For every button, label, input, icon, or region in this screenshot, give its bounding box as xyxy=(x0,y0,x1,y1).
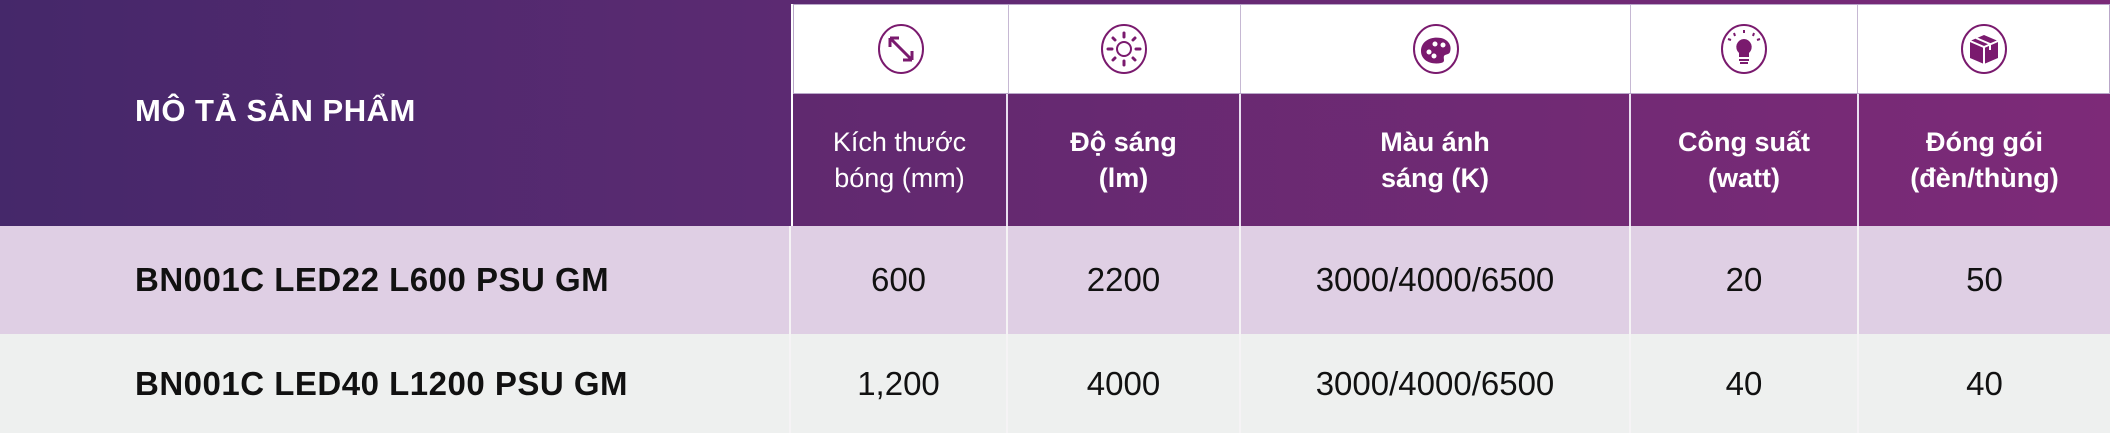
header-line: Độ sáng xyxy=(1070,127,1177,157)
color-temp-value: 3000/4000/6500 xyxy=(1241,226,1631,334)
header-line: sáng (K) xyxy=(1380,163,1489,193)
column-header-brightness: Độ sáng (lm) xyxy=(1008,94,1241,226)
icon-cell-size xyxy=(794,5,1009,93)
lumen-value: 2200 xyxy=(1008,226,1241,334)
column-header-row: Kích thước bóng (mm) Độ sáng (lm) Màu ánh s… xyxy=(793,94,2110,226)
table-row: BN001C LED22 L600 PSU GM 600 2200 3000/4… xyxy=(0,226,2110,334)
lumen-value: 4000 xyxy=(1008,334,1241,433)
product-name: BN001C LED22 L600 PSU GM xyxy=(0,226,791,334)
icon-cell-power xyxy=(1631,5,1859,93)
column-header-power: Công suất (watt) xyxy=(1631,94,1859,226)
header-top-strip xyxy=(791,0,2110,4)
icon-cell-packing xyxy=(1858,5,2109,93)
column-header-color-temp: Màu ánh sáng (K) xyxy=(1241,94,1631,226)
size-value: 1,200 xyxy=(791,334,1008,433)
color-palette-icon xyxy=(1412,24,1459,74)
table-row: BN001C LED40 L1200 PSU GM 1,200 4000 300… xyxy=(0,334,2110,433)
column-header-packing: Đóng gói (đèn/thùng) xyxy=(1859,94,2110,226)
header-line: (lm) xyxy=(1098,163,1149,193)
column-header-size: Kích thước bóng (mm) xyxy=(793,94,1008,226)
size-value: 600 xyxy=(791,226,1008,334)
package-box-icon xyxy=(1960,24,2007,74)
color-temp-value: 3000/4000/6500 xyxy=(1241,334,1631,433)
icon-cell-brightness xyxy=(1009,5,1242,93)
product-description-header xyxy=(0,0,791,226)
brightness-sun-icon xyxy=(1101,24,1148,74)
header-line: (watt) xyxy=(1708,163,1780,193)
packing-value: 50 xyxy=(1966,261,2003,298)
header-line: bóng (mm) xyxy=(834,163,965,193)
resize-diagonal-icon xyxy=(877,24,924,74)
packing-value: 40 xyxy=(1966,364,2003,402)
product-name: BN001C LED40 L1200 PSU GM xyxy=(0,334,791,433)
header-line: Công suất xyxy=(1678,127,1810,157)
power-value: 20 xyxy=(1631,226,1859,334)
header-line: Đóng gói xyxy=(1926,127,2043,157)
header-line: Kích thước xyxy=(832,127,967,157)
header-line: Màu ánh xyxy=(1380,127,1490,157)
power-value: 40 xyxy=(1631,334,1859,433)
product-description-title: MÔ TẢ SẢN PHẨM xyxy=(135,93,416,128)
icon-cell-color xyxy=(1241,5,1631,93)
header-line: (đèn/thùng) xyxy=(1910,163,2059,193)
light-bulb-icon xyxy=(1721,24,1768,74)
icon-row xyxy=(793,4,2110,94)
